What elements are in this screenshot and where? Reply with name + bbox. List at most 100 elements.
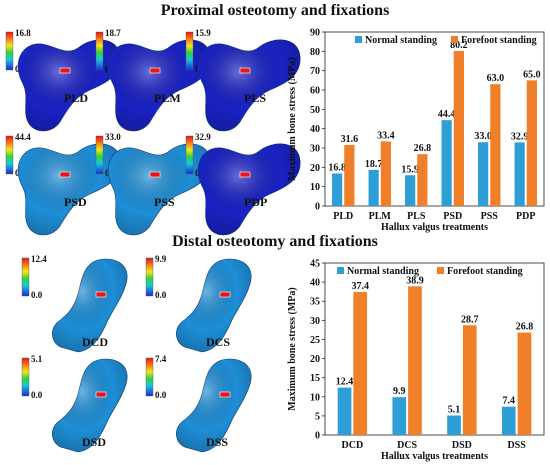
data-label: 26.8 (414, 143, 432, 154)
y-tick-label: 25 (310, 335, 320, 346)
stress-hotspot (95, 391, 107, 398)
bar-forefoot-dcd (353, 292, 368, 435)
data-label: 32.9 (511, 131, 529, 142)
colorbar-max: 7.4 (155, 354, 167, 364)
y-tick-label: 30 (310, 144, 320, 155)
data-label: 15.9 (401, 164, 419, 175)
bone-shape (52, 358, 128, 453)
data-label: 18.7 (365, 159, 383, 170)
legend-swatch-forefoot (437, 267, 444, 274)
legend-swatch-normal (337, 267, 344, 274)
bar-forefoot-pdp (526, 80, 537, 206)
colorbar-max: 5.1 (31, 354, 43, 364)
colorbar-min: 0.0 (155, 290, 167, 300)
y-axis-label: Maximum bone stress (MPa) (287, 287, 298, 410)
bar-forefoot-pss (490, 84, 501, 206)
stress-hotspot (239, 67, 251, 74)
legend-swatch-forefoot (451, 36, 458, 43)
y-tick-label: 0 (315, 431, 320, 442)
data-label: 12.4 (336, 377, 354, 388)
bar-forefoot-pld (344, 144, 355, 206)
data-label: 16.8 (328, 163, 346, 174)
proximal-stress-chart: 0 10 20 30 40 50 60 70 80 90 Maximum bone stress (… (287, 28, 545, 233)
data-label: 7.4 (503, 396, 516, 407)
legend-label-forefoot: Forefoot standing (461, 35, 537, 46)
y-tick-label: 5 (315, 411, 320, 422)
x-tick-label-pdp: PDP (516, 211, 535, 222)
x-tick-label-dcd: DCD (342, 440, 364, 451)
fe-model-dcd: 12.4 0.0 DCD (21, 254, 128, 353)
colorbar (5, 135, 14, 175)
fe-model-pls: 15.90.0PLS (185, 28, 301, 132)
colorbar-max: 15.9 (195, 28, 211, 38)
data-label: 26.8 (516, 322, 534, 333)
colorbar (185, 31, 194, 71)
fe-model-dss: 7.4 0.0 DSS (145, 354, 252, 453)
bar-normal-pld (332, 173, 343, 206)
distal-stress-chart: 0 5 10 15 20 25 30 35 40 45 Maximum bone stress (M… (287, 259, 545, 462)
y-tick-label: 10 (310, 392, 320, 403)
data-label: 80.2 (450, 40, 468, 51)
colorbar (21, 357, 30, 397)
colorbar-max: 32.9 (195, 132, 211, 142)
stress-hotspot (239, 171, 251, 178)
y-tick-label: 40 (310, 124, 320, 135)
bone-shape (17, 143, 121, 236)
x-axis-label: Hallux valgus treatments (381, 451, 488, 462)
colorbar (145, 257, 154, 297)
data-label: 65.0 (523, 69, 541, 80)
bar-forefoot-plm (380, 141, 391, 206)
fe-model-label: DCS (206, 335, 230, 349)
data-label: 44.4 (438, 109, 456, 120)
colorbar (145, 357, 154, 397)
fe-model-label: PLM (154, 91, 181, 105)
x-tick-label-pld: PLD (333, 211, 353, 222)
legend-swatch-normal (355, 36, 362, 43)
bar-normal-plm (368, 169, 379, 206)
x-tick-label-dss: DSS (507, 440, 526, 451)
colorbar-max: 44.4 (15, 132, 31, 142)
fe-model-pld: 16.80.0PLD (5, 28, 121, 132)
data-label: 63.0 (487, 73, 505, 84)
fe-model-label: DSS (206, 435, 228, 449)
fe-model-label: DSD (82, 435, 106, 449)
bone-shape (176, 258, 252, 353)
fe-model-label: PLS (244, 91, 266, 105)
bar-forefoot-pls (417, 154, 428, 206)
y-tick-label: 40 (310, 278, 320, 289)
legend-label-forefoot: Forefoot standing (447, 266, 523, 277)
y-tick-label: 80 (310, 47, 320, 58)
bar-forefoot-psd (453, 50, 464, 206)
colorbar-max: 9.9 (155, 254, 167, 264)
x-tick-label-plm: PLM (369, 211, 392, 222)
bone-shape (197, 39, 301, 132)
data-label: 33.4 (377, 130, 395, 141)
stress-hotspot (59, 171, 71, 178)
y-tick-label: 15 (310, 373, 320, 384)
bone-shape (52, 258, 128, 353)
data-label: 31.6 (341, 134, 359, 145)
colorbar-max: 33.0 (105, 132, 121, 142)
bone-shape (107, 39, 211, 132)
data-label: 37.4 (351, 281, 369, 292)
bar-normal-pdp (514, 142, 525, 206)
data-label: 28.7 (461, 314, 479, 325)
stress-hotspot (219, 391, 231, 398)
stress-hotspot (59, 67, 71, 74)
bone-shape (107, 143, 211, 236)
y-tick-label: 70 (310, 66, 320, 77)
bone-shape (17, 39, 121, 132)
fe-model-label: PDP (244, 195, 267, 209)
y-axis-label: Maximum bone stress (MPa) (287, 57, 298, 180)
bar-normal-dcs (392, 397, 407, 435)
colorbar (5, 31, 14, 71)
y-tick-label: 50 (310, 105, 320, 116)
bar-normal-dsd (447, 415, 461, 435)
y-tick-label: 45 (310, 259, 320, 270)
bar-forefoot-dsd (462, 325, 477, 435)
colorbar-max: 12.4 (31, 254, 47, 264)
data-label: 5.1 (448, 405, 461, 416)
bar-normal-psd (441, 120, 452, 206)
fe-model-plm: 18.70.0PLM (95, 28, 211, 132)
y-tick-label: 10 (310, 182, 320, 193)
